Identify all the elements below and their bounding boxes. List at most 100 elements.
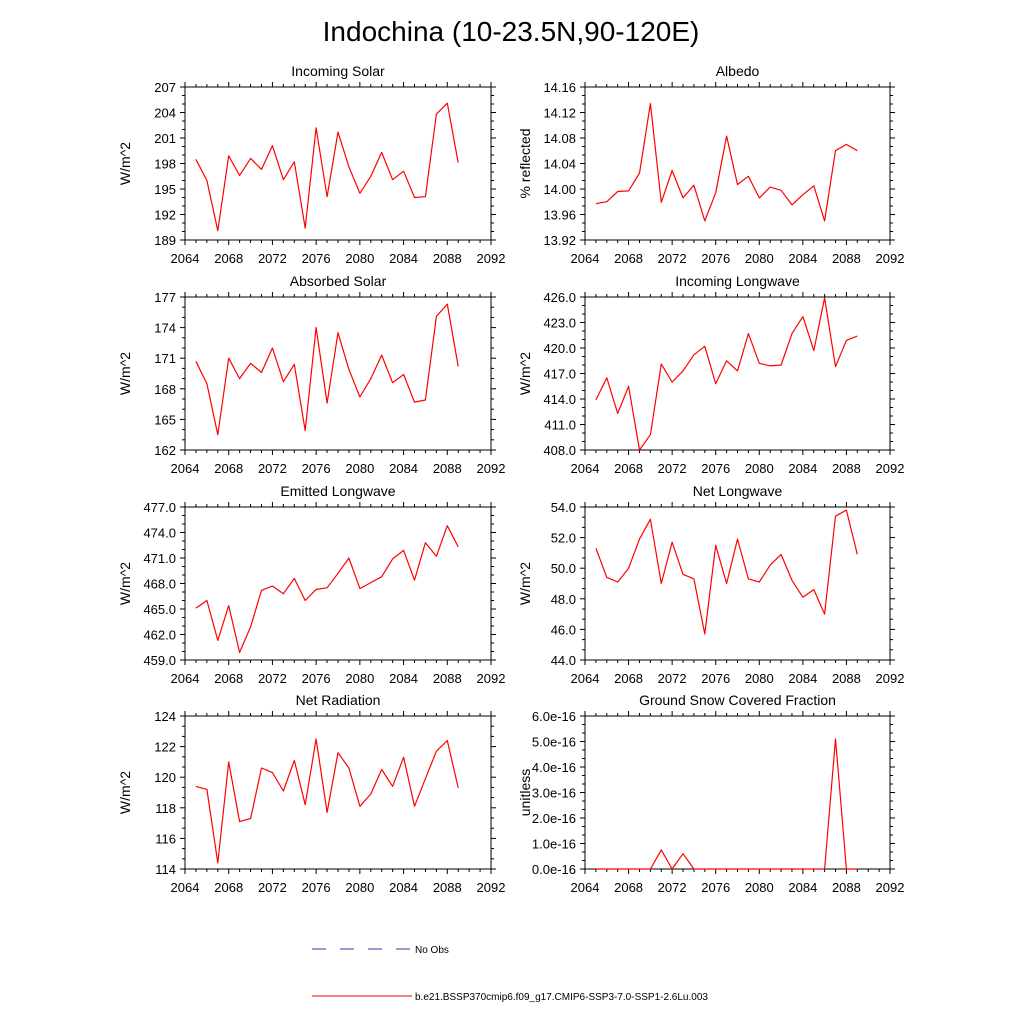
- plot-frame: [184, 506, 492, 661]
- x-tick-label: 2068: [214, 671, 243, 686]
- y-tick-label: 477.0: [143, 500, 176, 515]
- y-axis-label: W/m^2: [117, 142, 133, 185]
- y-axis-label: W/m^2: [117, 771, 133, 814]
- x-tick-label: 2092: [477, 251, 506, 266]
- x-tick-label: 2064: [171, 880, 200, 895]
- x-tick-label: 2084: [788, 461, 817, 476]
- y-tick-label: 420.0: [543, 341, 576, 356]
- y-tick-label: 118: [155, 801, 176, 816]
- panels: 2064 2068 2072 2076 2080 2084 2088 2092 189 192 19…: [117, 63, 904, 895]
- y-axis-label: unitless: [517, 769, 533, 816]
- y-tick-label: 468.0: [143, 577, 176, 592]
- y-tick-label: 171: [154, 351, 176, 366]
- x-tick-label: 2068: [214, 880, 243, 895]
- y-tick-label: 459.0: [143, 653, 176, 668]
- x-tick-label: 2064: [171, 671, 200, 686]
- panel-title: Absorbed Solar: [290, 273, 387, 289]
- y-tick-label: 13.92: [543, 233, 576, 248]
- y-tick-label: 1.0e-16: [532, 837, 576, 852]
- x-tick-label: 2080: [345, 671, 374, 686]
- x-tick-label: 2088: [832, 880, 861, 895]
- panel-title: Albedo: [716, 63, 760, 79]
- x-tick-label: 2064: [571, 880, 600, 895]
- y-axis-label: W/m^2: [117, 562, 133, 605]
- panel-title: Ground Snow Covered Fraction: [639, 692, 836, 708]
- y-tick-label: 408.0: [543, 443, 576, 458]
- series-line-0: [195, 303, 459, 436]
- x-tick-label: 2088: [433, 251, 462, 266]
- y-tick-label: 50.0: [551, 561, 576, 576]
- x-tick-label: 2088: [433, 461, 462, 476]
- y-axis-label: W/m^2: [117, 352, 133, 395]
- legend: No Obs b.e21.BSSP370cmip6.f09_g17.CMIP6-…: [312, 945, 708, 1003]
- chart-panel-1: 2064 2068 2072 2076 2080 2084 2088 2092 13.92 13.…: [517, 63, 904, 266]
- x-tick-label: 2084: [389, 880, 418, 895]
- x-tick-label: 2068: [614, 880, 643, 895]
- x-tick-label: 2072: [258, 880, 287, 895]
- y-tick-label: 14.04: [543, 157, 576, 172]
- y-tick-label: 48.0: [551, 592, 576, 607]
- series-line-0: [595, 297, 858, 451]
- y-tick-label: 414.0: [543, 392, 576, 407]
- x-tick-label: 2080: [745, 251, 774, 266]
- panel-title: Emitted Longwave: [280, 483, 395, 499]
- x-tick-label: 2092: [876, 251, 905, 266]
- legend-label-model: b.e21.BSSP370cmip6.f09_g17.CMIP6-SSP3-7.…: [415, 992, 708, 1003]
- x-tick-label: 2076: [302, 461, 331, 476]
- y-tick-label: 471.0: [143, 551, 176, 566]
- y-tick-label: 124: [154, 709, 176, 724]
- y-tick-label: 189: [154, 233, 176, 248]
- x-tick-label: 2076: [701, 251, 730, 266]
- x-tick-label: 2064: [571, 461, 600, 476]
- x-tick-label: 2072: [658, 671, 687, 686]
- y-tick-label: 162: [154, 443, 176, 458]
- y-tick-label: 465.0: [143, 602, 176, 617]
- series-line-0: [195, 525, 459, 654]
- y-tick-label: 114: [155, 862, 176, 877]
- x-tick-label: 2080: [345, 880, 374, 895]
- panel-title: Incoming Solar: [291, 63, 385, 79]
- x-tick-label: 2084: [389, 251, 418, 266]
- y-tick-label: 14.16: [543, 80, 576, 95]
- y-tick-label: 474.0: [143, 526, 176, 541]
- x-tick-label: 2076: [701, 461, 730, 476]
- chart-panel-2: 2064 2068 2072 2076 2080 2084 2088 2092 162 165 16…: [117, 273, 505, 476]
- y-tick-label: 54.0: [551, 500, 576, 515]
- x-tick-label: 2076: [701, 671, 730, 686]
- x-tick-label: 2068: [214, 251, 243, 266]
- y-tick-label: 6.0e-16: [532, 709, 576, 724]
- x-tick-label: 2072: [258, 461, 287, 476]
- x-tick-label: 2088: [832, 671, 861, 686]
- chart-panel-3: 2064 2068 2072 2076 2080 2084 2088 2092 408.0 411…: [517, 273, 904, 476]
- y-tick-label: 411.0: [544, 418, 576, 433]
- y-tick-label: 207: [154, 80, 176, 95]
- y-tick-label: 2.0e-16: [532, 811, 576, 826]
- x-tick-label: 2072: [658, 251, 687, 266]
- panel-title: Net Radiation: [296, 692, 381, 708]
- y-tick-label: 52.0: [551, 531, 576, 546]
- chart-panel-0: 2064 2068 2072 2076 2080 2084 2088 2092 189 192 19…: [117, 63, 505, 266]
- x-tick-label: 2088: [832, 461, 861, 476]
- plot-frame: [584, 86, 891, 241]
- y-tick-label: 423.0: [543, 316, 576, 331]
- y-tick-label: 417.0: [543, 367, 576, 382]
- x-tick-label: 2092: [876, 461, 905, 476]
- y-tick-label: 192: [154, 208, 176, 223]
- chart-panel-5: 2064 2068 2072 2076 2080 2084 2088 2092 44.0 46.0…: [517, 483, 904, 686]
- x-tick-label: 2084: [389, 461, 418, 476]
- series-line-0: [195, 738, 459, 864]
- y-tick-label: 14.12: [543, 106, 576, 121]
- panel-title: Net Longwave: [693, 483, 783, 499]
- chart-panel-4: 2064 2068 2072 2076 2080 2084 2088 2092 459.0 462…: [117, 483, 505, 686]
- x-tick-label: 2080: [345, 461, 374, 476]
- y-axis-label: % reflected: [517, 128, 533, 198]
- x-tick-label: 2080: [745, 671, 774, 686]
- x-tick-label: 2084: [788, 880, 817, 895]
- y-tick-label: 195: [154, 182, 176, 197]
- y-tick-label: 201: [154, 131, 176, 146]
- chart-panel-6: 2064 2068 2072 2076 2080 2084 2088 2092 114 116 11…: [117, 692, 505, 895]
- x-tick-label: 2068: [614, 251, 643, 266]
- y-tick-label: 168: [154, 382, 176, 397]
- x-tick-label: 2080: [345, 251, 374, 266]
- x-tick-label: 2072: [258, 671, 287, 686]
